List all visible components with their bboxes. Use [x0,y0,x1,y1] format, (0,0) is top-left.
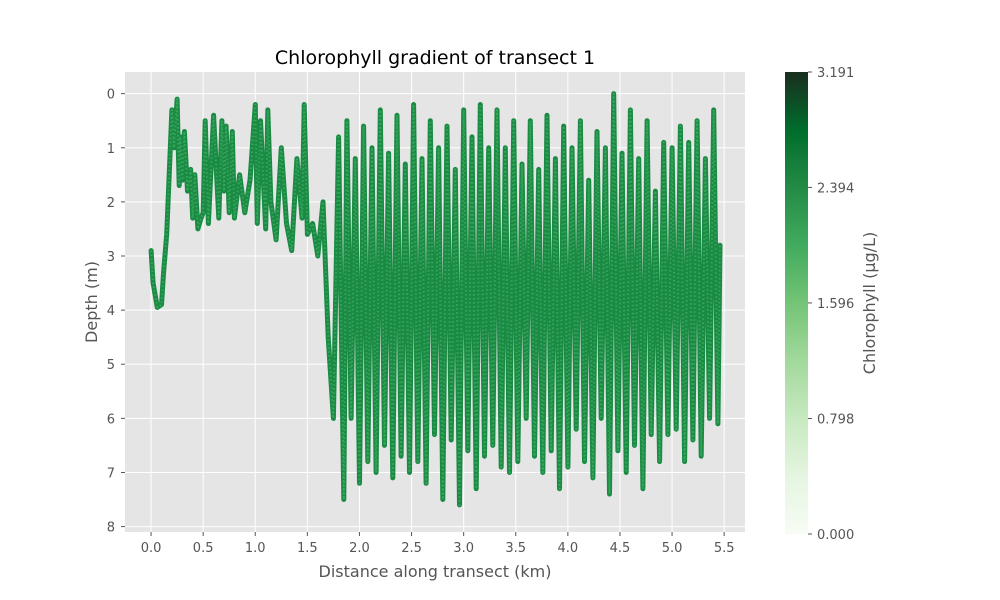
colorbar-tick-label: 0.000 [817,528,854,543]
y-axis-label: Depth (m) [82,261,101,343]
y-tick-label: 2 [107,196,115,211]
colorbar-label: Chlorophyll (µg/L) [860,232,879,374]
colorbar-ticks: 0.000 0.798 1.596 2.394 3.191 [808,66,854,543]
y-tick-label: 4 [107,304,115,319]
colorbar-tick-label: 1.596 [817,297,854,312]
track-line [148,91,723,508]
chart-title: Chlorophyll gradient of transect 1 [275,47,595,69]
colorbar-tick-label: 3.191 [817,66,854,81]
x-tick-label: 0.5 [193,541,214,556]
x-tick-label: 5.5 [714,541,735,556]
y-tick-label: 0 [107,88,115,103]
y-tick-label: 3 [107,250,115,265]
y-tick-label: 5 [107,358,115,373]
x-axis-label: Distance along transect (km) [319,562,552,581]
colorbar [785,72,808,534]
y-tick-label: 7 [107,466,115,481]
colorbar-tick-label: 0.798 [817,412,854,427]
x-tick-label: 4.0 [558,541,579,556]
y-tick-label: 1 [107,142,115,157]
y-ticks: 0 1 2 3 4 5 6 7 8 [107,88,125,536]
y-tick-label: 8 [107,521,115,536]
data-track [148,91,723,508]
x-tick-label: 2.0 [349,541,370,556]
x-tick-label: 3.0 [453,541,474,556]
y-tick-label: 6 [107,412,115,427]
x-tick-label: 0.0 [141,541,162,556]
x-tick-label: 4.5 [610,541,631,556]
x-tick-label: 1.5 [297,541,318,556]
x-tick-label: 2.5 [401,541,422,556]
x-tick-label: 1.0 [245,541,266,556]
x-ticks: 0.0 0.5 1.0 1.5 2.0 2.5 3.0 3.5 4.0 4.5 5.0 5.5 [141,532,735,556]
x-tick-label: 5.0 [662,541,683,556]
x-tick-label: 3.5 [505,541,526,556]
colorbar-tick-label: 2.394 [817,181,854,196]
